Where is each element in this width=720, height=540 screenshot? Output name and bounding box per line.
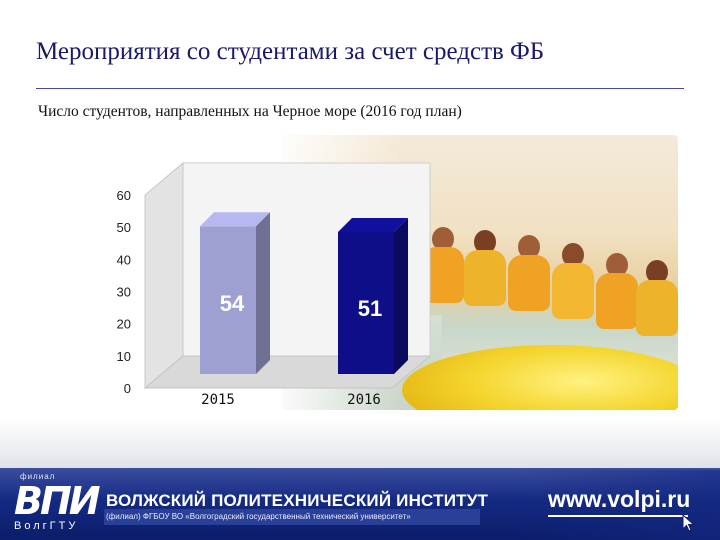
bar-side <box>394 217 408 374</box>
y-tick-label: 40 <box>117 252 131 267</box>
bar-front <box>200 226 256 374</box>
bar-2016: 51 <box>338 217 408 374</box>
y-tick-label: 60 <box>117 188 131 203</box>
chart-side-wall <box>144 161 184 390</box>
cursor-arrow-icon <box>682 514 695 532</box>
bar-top <box>338 217 408 232</box>
website-underline <box>548 515 688 517</box>
institute-logo: ВПИ <box>14 479 101 523</box>
institute-name: ВОЛЖСКИЙ ПОЛИТЕХНИЧЕСКИЙ ИНСТИТУТ <box>106 491 489 510</box>
footer-sweep <box>520 470 720 540</box>
bar-2015: 54 <box>200 212 270 374</box>
website-link[interactable]: www.volpi.ru <box>548 486 691 512</box>
bar-data-label: 54 <box>220 291 245 316</box>
bar-data-label: 51 <box>358 296 382 321</box>
y-tick-label: 30 <box>117 285 131 300</box>
logo-branch-label: филиал <box>20 472 56 481</box>
logo-sub-label: ВолгГТУ <box>14 520 79 532</box>
branch-strip <box>104 509 480 525</box>
branch-text: (филиал) ФГБОУ ВО «Волгоградский государ… <box>106 512 411 521</box>
x-category-label: 2016 <box>347 392 381 408</box>
bar-front <box>338 231 394 374</box>
bar-top <box>200 212 270 227</box>
page-title: Мероприятия со студентами за счет средст… <box>36 38 545 65</box>
y-axis-ticks: 0 10 20 30 40 50 60 <box>117 188 131 396</box>
chart-subtitle: Число студентов, направленных на Черное … <box>38 103 462 120</box>
y-tick-label: 0 <box>124 381 131 396</box>
x-axis-labels: 2015 2016 <box>201 392 381 408</box>
x-category-label: 2015 <box>201 392 235 408</box>
y-tick-label: 20 <box>117 317 131 332</box>
chart-bars: 54 51 <box>200 212 408 374</box>
y-tick-label: 50 <box>117 220 131 235</box>
y-tick-label: 10 <box>117 349 131 364</box>
bar-side <box>256 212 270 374</box>
title-divider <box>36 88 684 89</box>
